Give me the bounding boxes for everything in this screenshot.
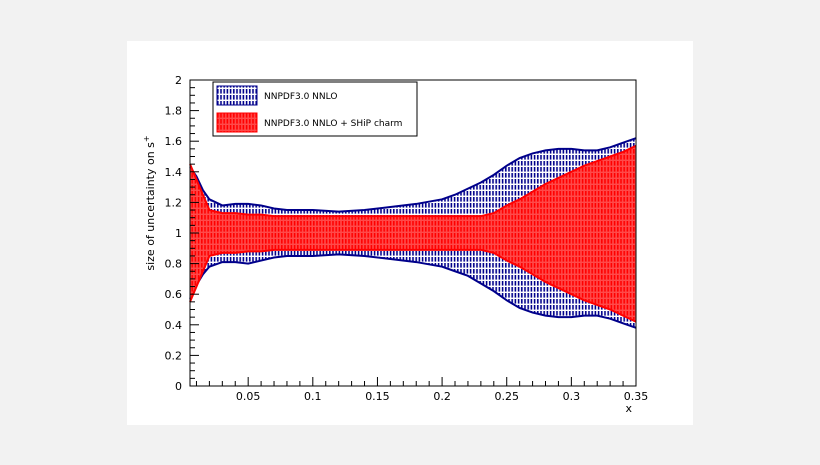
legend-entry-label: NNPDF3.0 NNLO (264, 92, 337, 102)
band-nnpdf-nnlo-lower-edge (189, 253, 637, 329)
legend-swatch (216, 112, 258, 133)
x-tick-label: 0.1 (304, 390, 322, 403)
y-tick-label: 0.2 (165, 349, 183, 362)
y-tick-label: 0 (175, 380, 182, 393)
x-tick-label: 0.25 (494, 390, 518, 403)
y-tick-label: 1.6 (165, 135, 183, 148)
y-tick-label: 0.8 (165, 258, 183, 271)
x-tick-label: 0.3 (563, 390, 581, 403)
chart-canvas: 0.05 0.1 0.15 0.2 0.25 0.3 0.35 0 0.2 0.4 0.6 0.8 1… (127, 41, 693, 425)
y-tick-label: 1.8 (165, 105, 183, 118)
y-axis-title-main: size of uncertainty on s (144, 142, 157, 271)
x-tick-label: 0.2 (433, 390, 451, 403)
x-tick-label: 0.05 (236, 390, 260, 403)
x-axis-title: x (625, 402, 632, 415)
band-nnpdf-nnlo-ship-charm-fill (190, 145, 636, 322)
uncertainty-band-chart: 0.05 0.1 0.15 0.2 0.25 0.3 0.35 0 0.2 0.4 0.6 0.8 1… (142, 74, 649, 415)
y-axis-title-superscript: + (142, 135, 151, 142)
x-tick-label: 0.15 (365, 390, 390, 403)
y-axis-title: size of uncertainty on s+ (142, 135, 157, 270)
band-nnpdf-nnlo-ship-charm-upper-edge (189, 144, 637, 218)
legend-swatch (216, 85, 258, 106)
x-tick-label: 0.35 (624, 390, 649, 403)
band-nnpdf-nnlo-upper-edge (189, 137, 637, 213)
y-tick-label: 2 (175, 74, 182, 87)
y-tick-label: 0.6 (165, 288, 183, 301)
y-tick-label: 1 (175, 227, 182, 240)
y-tick-label: 1.2 (165, 196, 183, 209)
legend-entry-label: NNPDF3.0 NNLO + SHiP charm (264, 119, 402, 129)
y-tick-label: 0.4 (165, 319, 183, 332)
legend: NNPDF3.0 NNLO NNPDF3.0 NNLO + SHiP charm (212, 81, 418, 137)
band-nnpdf-nnlo-ship-charm-lower-edge (189, 248, 637, 323)
y-tick-label: 1.4 (165, 166, 183, 179)
